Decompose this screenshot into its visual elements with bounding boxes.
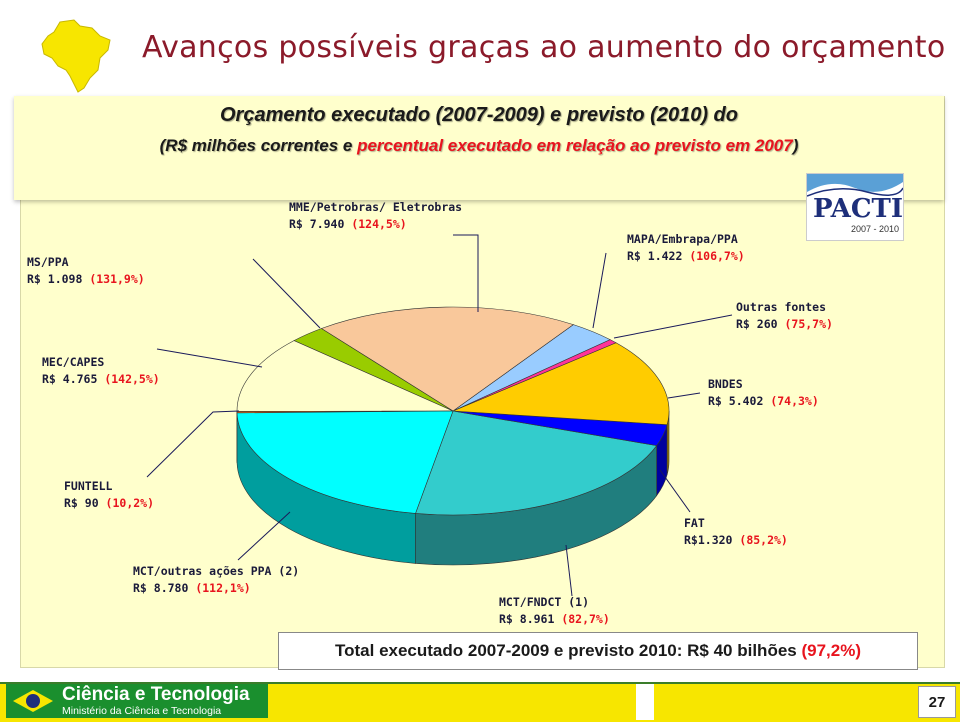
label-value-mct-fndct-1-: R$ 8.961 (82,7%) [499,612,610,626]
footer-subtitle: Ministério da Ciência e Tecnologia [62,705,221,717]
label-name-ms-ppa: MS/PPA [27,255,69,269]
label-value-ms-ppa: R$ 1.098 (131,9%) [27,272,145,286]
brazil-flag-icon [10,687,56,715]
label-name-outras-fontes: Outras fontes [736,300,826,314]
leader-line-mct-fndct-1- [566,545,572,596]
footer-divider [636,684,654,720]
leader-line-mapa-embrapa-ppa [593,253,606,328]
label-value-funtell: R$ 90 (10,2%) [64,496,154,510]
leader-line-ms-ppa [253,259,320,328]
label-value-mme-petrobras-eletrobras: R$ 7.940 (124,5%) [289,217,407,231]
total-percent: (97,2%) [801,641,861,661]
leader-line-bndes [668,393,700,398]
leader-line-fat [660,470,690,512]
leader-line-outras-fontes [614,315,732,338]
label-name-fat: FAT [684,516,705,530]
leader-line-mct-outras-a-es-ppa-2- [238,512,290,560]
leader-line-funtell [147,411,239,477]
label-value-mapa-embrapa-ppa: R$ 1.422 (106,7%) [627,249,745,263]
label-value-bndes: R$ 5.402 (74,3%) [708,394,819,408]
label-name-mct-outras-a-es-ppa-2-: MCT/outras ações PPA (2) [133,564,299,578]
total-text: Total executado 2007-2009 e previsto 201… [335,641,797,661]
label-name-funtell: FUNTELL [64,479,113,493]
footer-title: Ciência e Tecnologia [62,684,250,706]
label-name-mapa-embrapa-ppa: MAPA/Embrapa/PPA [627,232,738,246]
label-name-mme-petrobras-eletrobras: MME/Petrobras/ Eletrobras [289,200,462,214]
page-number: 27 [918,686,956,718]
footer-logo: Ciência e Tecnologia Ministério da Ciênc… [6,684,268,718]
total-box: Total executado 2007-2009 e previsto 201… [278,632,918,670]
pie-top [237,307,669,515]
label-value-mct-outras-a-es-ppa-2-: R$ 8.780 (112,1%) [133,581,251,595]
label-value-mec-capes: R$ 4.765 (142,5%) [42,372,160,386]
leader-line-mec-capes [157,349,262,367]
label-name-mct-fndct-1-: MCT/FNDCT (1) [499,595,589,609]
label-name-bndes: BNDES [708,377,743,391]
label-value-fat: R$1.320 (85,2%) [684,533,788,547]
leader-line-mme-petrobras-eletrobras [453,235,478,312]
label-name-mec-capes: MEC/CAPES [42,355,104,369]
label-value-outras-fontes: R$ 260 (75,7%) [736,317,833,331]
